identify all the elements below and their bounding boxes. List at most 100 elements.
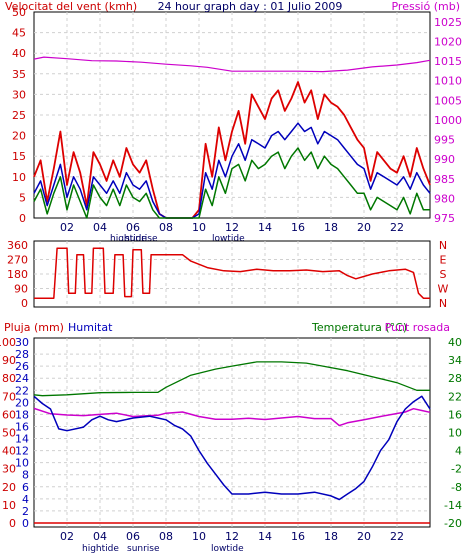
rain-y-tick-label: 0 — [22, 517, 29, 530]
rain-axis-label: Pluja (mm) — [4, 321, 64, 334]
humidity-y-tick-label: 50 — [2, 427, 16, 440]
rain-y-tick-label: 26 — [15, 360, 29, 373]
sunrise-annotation: sunrise — [125, 234, 158, 244]
pressure-y-tick-label: 1025 — [434, 16, 462, 29]
wind-y-tick-label: 5 — [19, 191, 26, 204]
x-tick-label: 08 — [159, 530, 173, 543]
temperature-y-tick-label: 10 — [448, 427, 462, 440]
humidity-y-tick-label: 40 — [2, 445, 16, 458]
temperature-axis-label: Temperatura (°C) — [311, 321, 407, 334]
lowtide-annotation: lowtide — [211, 544, 244, 554]
x-tick-label: 02 — [60, 221, 74, 234]
x-tick-label: 14 — [258, 530, 272, 543]
compass-tick-label: E — [440, 254, 447, 267]
x-tick-label: 18 — [324, 221, 338, 234]
x-tick-label: 06 — [126, 221, 140, 234]
rain-y-tick-label: 30 — [15, 336, 29, 349]
pressure-series-line — [33, 56, 431, 73]
direction-y-tick-label: 270 — [7, 254, 28, 267]
wind-direction-series-line — [34, 247, 430, 299]
pressure-y-tick-label: 995 — [434, 134, 455, 147]
humidity-y-tick-label: 80 — [2, 372, 16, 385]
x-tick-label: 02 — [60, 530, 74, 543]
temperature-series-line — [33, 361, 430, 397]
rain-y-tick-label: 20 — [15, 396, 29, 409]
temperature-y-tick-label: -20 — [444, 517, 462, 530]
rain-y-tick-label: 2 — [22, 505, 29, 518]
pressure-y-tick-label: 1005 — [434, 94, 462, 107]
hightide-annotation: hightide — [110, 234, 147, 244]
x-tick-label: 16 — [291, 221, 305, 234]
rain-y-tick-label: 6 — [22, 481, 29, 494]
x-tick-label: 18 — [324, 530, 338, 543]
temperature-y-tick-label: 28 — [448, 372, 462, 385]
pressure-y-tick-label: 1000 — [434, 114, 462, 127]
rain-y-tick-label: 28 — [15, 348, 29, 361]
rain-y-tick-label: 22 — [15, 384, 29, 397]
humidity-y-tick-label: 100 — [0, 336, 16, 349]
wind-axis-label: Velocitat del vent (kmh) — [5, 0, 137, 13]
sunrise-annotation: sunrise — [127, 544, 160, 554]
rain-y-tick-label: 24 — [15, 372, 29, 385]
compass-tick-label: N — [439, 297, 447, 310]
rain-y-tick-label: 18 — [15, 408, 29, 421]
pressure-y-tick-label: 1020 — [434, 35, 462, 48]
wind-speed-series-line — [33, 147, 430, 219]
rain-y-tick-label: 14 — [15, 433, 29, 446]
pressure-y-tick-label: 990 — [434, 153, 455, 166]
x-tick-label: 22 — [390, 221, 404, 234]
rain-y-tick-label: 10 — [15, 457, 29, 470]
x-tick-label: 20 — [357, 221, 371, 234]
dewpoint-axis-label: Punt rosada — [385, 321, 450, 334]
x-tick-label: 06 — [126, 530, 140, 543]
x-tick-label: 12 — [225, 530, 239, 543]
x-tick-label: 04 — [93, 530, 107, 543]
humidity-y-tick-label: 0 — [9, 517, 16, 530]
humidity-series-line — [33, 395, 431, 501]
pressure-y-tick-label: 985 — [434, 173, 455, 186]
temperature-y-tick-label: -14 — [444, 499, 462, 512]
wind-y-tick-label: 45 — [12, 27, 26, 40]
hightide-annotation: hightide — [82, 544, 119, 554]
temperature-y-tick-label: 40 — [448, 336, 462, 349]
wind-y-tick-label: 0 — [19, 212, 26, 225]
temperature-y-tick-label: 16 — [448, 408, 462, 421]
rain-y-tick-label: 12 — [15, 445, 29, 458]
x-tick-label: 20 — [357, 530, 371, 543]
wind-y-tick-label: 20 — [12, 130, 26, 143]
pressure-y-tick-label: 1010 — [434, 75, 462, 88]
direction-y-tick-label: 180 — [7, 268, 28, 281]
pressure-y-tick-label: 975 — [434, 212, 455, 225]
humidity-axis-label: Humitat — [68, 321, 113, 334]
dewpoint-series-line — [33, 407, 431, 427]
direction-y-tick-label: 90 — [14, 283, 28, 296]
humidity-y-tick-label: 30 — [2, 463, 16, 476]
wind-y-tick-label: 35 — [12, 68, 26, 81]
chart-title: 24 hour graph day : 01 Julio 2009 — [158, 0, 343, 13]
wind-y-tick-label: 40 — [12, 47, 26, 60]
rain-y-tick-label: 8 — [22, 469, 29, 482]
rain-y-tick-label: 4 — [22, 493, 29, 506]
x-tick-label: 04 — [93, 221, 107, 234]
x-tick-label: 10 — [192, 221, 206, 234]
x-tick-label: 10 — [192, 530, 206, 543]
x-tick-label: 22 — [390, 530, 404, 543]
temperature-y-tick-label: -8 — [451, 481, 462, 494]
wind-y-tick-label: 15 — [12, 150, 26, 163]
pressure-y-tick-label: 1015 — [434, 55, 462, 68]
temperature-y-tick-label: 22 — [448, 390, 462, 403]
humidity-y-tick-label: 90 — [2, 354, 16, 367]
temperature-y-tick-label: 34 — [448, 354, 462, 367]
rain-y-tick-label: 16 — [15, 420, 29, 433]
temperature-y-tick-label: 4 — [455, 445, 462, 458]
x-tick-label: 08 — [159, 221, 173, 234]
pressure-axis-label: Pressió (mb) — [391, 0, 460, 13]
wind-y-tick-label: 10 — [12, 171, 26, 184]
humidity-y-tick-label: 70 — [2, 390, 16, 403]
humidity-y-tick-label: 20 — [2, 481, 16, 494]
wind-gust-series-line — [33, 81, 431, 219]
x-tick-label: 16 — [291, 530, 305, 543]
compass-tick-label: W — [438, 283, 449, 296]
